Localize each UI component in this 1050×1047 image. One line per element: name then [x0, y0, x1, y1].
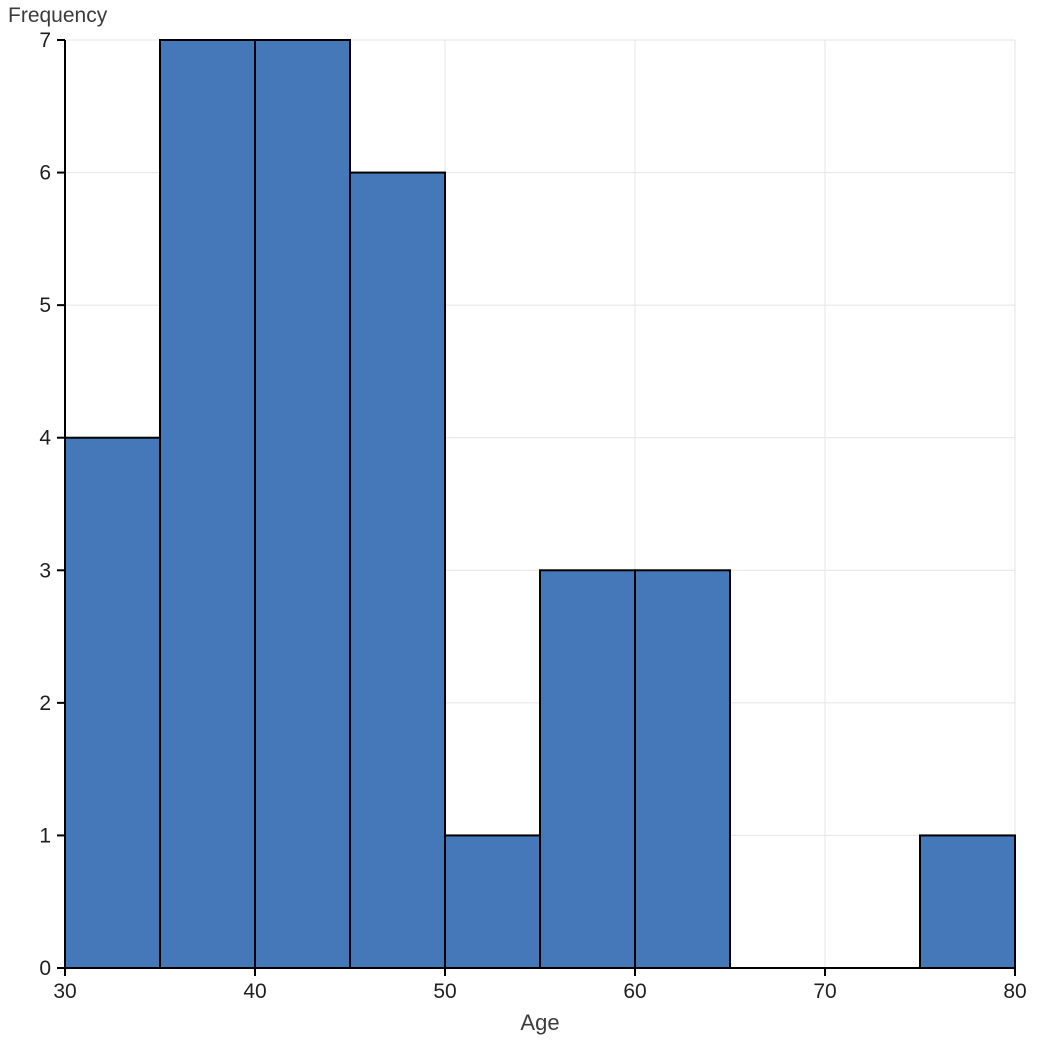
- histogram-bar: [444, 834, 541, 970]
- x-tick-label: 60: [623, 980, 646, 1003]
- y-tick-label: 0: [39, 957, 51, 980]
- histogram-bar: [539, 569, 636, 969]
- x-tick-label: 70: [813, 980, 836, 1003]
- x-tick-label: 50: [433, 980, 456, 1003]
- y-tick-label: 5: [39, 294, 51, 317]
- histogram-bar: [919, 834, 1016, 970]
- y-tick-label: 2: [39, 692, 51, 715]
- histogram-bar: [254, 39, 351, 969]
- histogram-bar: [159, 39, 256, 969]
- y-tick-label: 3: [39, 559, 51, 582]
- x-axis-title: Age: [520, 1010, 560, 1035]
- y-tick-label: 4: [39, 427, 51, 450]
- x-tick-label: 80: [1003, 980, 1026, 1003]
- y-tick-label: 7: [39, 29, 51, 52]
- histogram-bar: [349, 171, 446, 970]
- histogram-bar: [64, 436, 161, 969]
- x-tick-label: 30: [53, 980, 76, 1003]
- y-axis-title: Frequency: [8, 4, 108, 27]
- y-tick-label: 1: [39, 824, 51, 847]
- y-tick-label: 6: [39, 162, 51, 185]
- histogram-bar: [634, 569, 731, 969]
- x-tick-label: 40: [243, 980, 266, 1003]
